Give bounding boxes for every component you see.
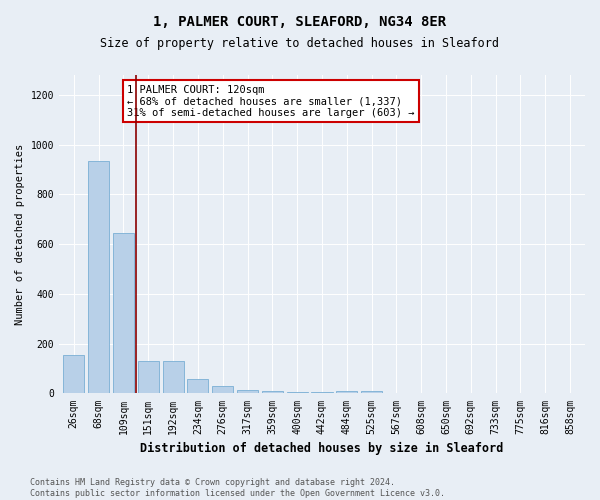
Text: 1, PALMER COURT, SLEAFORD, NG34 8ER: 1, PALMER COURT, SLEAFORD, NG34 8ER bbox=[154, 15, 446, 29]
Text: Size of property relative to detached houses in Sleaford: Size of property relative to detached ho… bbox=[101, 38, 499, 51]
Bar bbox=[187, 378, 208, 394]
X-axis label: Distribution of detached houses by size in Sleaford: Distribution of detached houses by size … bbox=[140, 442, 503, 455]
Bar bbox=[212, 386, 233, 394]
Bar bbox=[237, 390, 258, 394]
Bar bbox=[336, 391, 358, 394]
Bar bbox=[88, 161, 109, 394]
Bar bbox=[287, 392, 308, 394]
Bar bbox=[311, 392, 332, 394]
Bar bbox=[262, 392, 283, 394]
Bar bbox=[63, 355, 85, 394]
Bar bbox=[138, 361, 159, 394]
Bar bbox=[163, 361, 184, 394]
Bar bbox=[361, 392, 382, 394]
Text: 1 PALMER COURT: 120sqm
← 68% of detached houses are smaller (1,337)
31% of semi-: 1 PALMER COURT: 120sqm ← 68% of detached… bbox=[127, 84, 415, 118]
Bar bbox=[113, 233, 134, 394]
Y-axis label: Number of detached properties: Number of detached properties bbox=[15, 144, 25, 325]
Text: Contains HM Land Registry data © Crown copyright and database right 2024.
Contai: Contains HM Land Registry data © Crown c… bbox=[30, 478, 445, 498]
